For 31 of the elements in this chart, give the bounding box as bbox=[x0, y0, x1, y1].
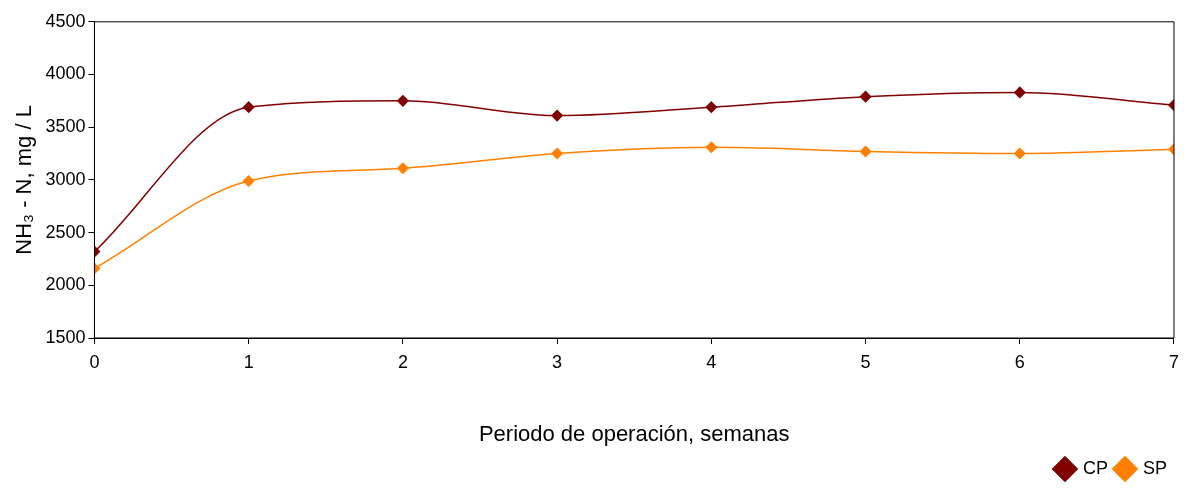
x-tick-label: 0 bbox=[89, 351, 100, 372]
x-tick-label: 4 bbox=[706, 351, 717, 372]
y-axis-title: NH₃ - N, mg / L bbox=[11, 105, 37, 255]
x-tick-label: 6 bbox=[1014, 351, 1025, 372]
point bbox=[242, 175, 255, 187]
point bbox=[242, 101, 255, 113]
point bbox=[1014, 86, 1026, 99]
point bbox=[705, 141, 718, 153]
legend-label: SP bbox=[1142, 457, 1167, 478]
x-axis-title: Periodo de operación, semanas bbox=[478, 420, 790, 446]
y-tick-label: 1500 bbox=[45, 326, 86, 347]
point bbox=[397, 95, 409, 107]
point bbox=[705, 101, 718, 113]
x-tick-label: 1 bbox=[243, 351, 254, 372]
point bbox=[1014, 147, 1026, 160]
x-tick-label: 5 bbox=[860, 351, 871, 372]
x-tick-label: 2 bbox=[397, 351, 408, 372]
y-tick-label: 4500 bbox=[45, 10, 86, 31]
y-tick-label: 4000 bbox=[45, 63, 86, 84]
y-tick-label: 3500 bbox=[45, 116, 86, 137]
point bbox=[859, 90, 872, 103]
y-tick-label: 2500 bbox=[45, 221, 86, 242]
point bbox=[551, 109, 563, 122]
legend-label: CP bbox=[1082, 457, 1108, 478]
y-tick-label: 2000 bbox=[45, 274, 86, 295]
y-tick-label: 3000 bbox=[45, 168, 86, 189]
x-tick-label: 7 bbox=[1168, 351, 1179, 372]
x-tick-label: 3 bbox=[552, 351, 563, 372]
point bbox=[859, 145, 872, 158]
point bbox=[551, 147, 563, 160]
point bbox=[397, 162, 409, 175]
